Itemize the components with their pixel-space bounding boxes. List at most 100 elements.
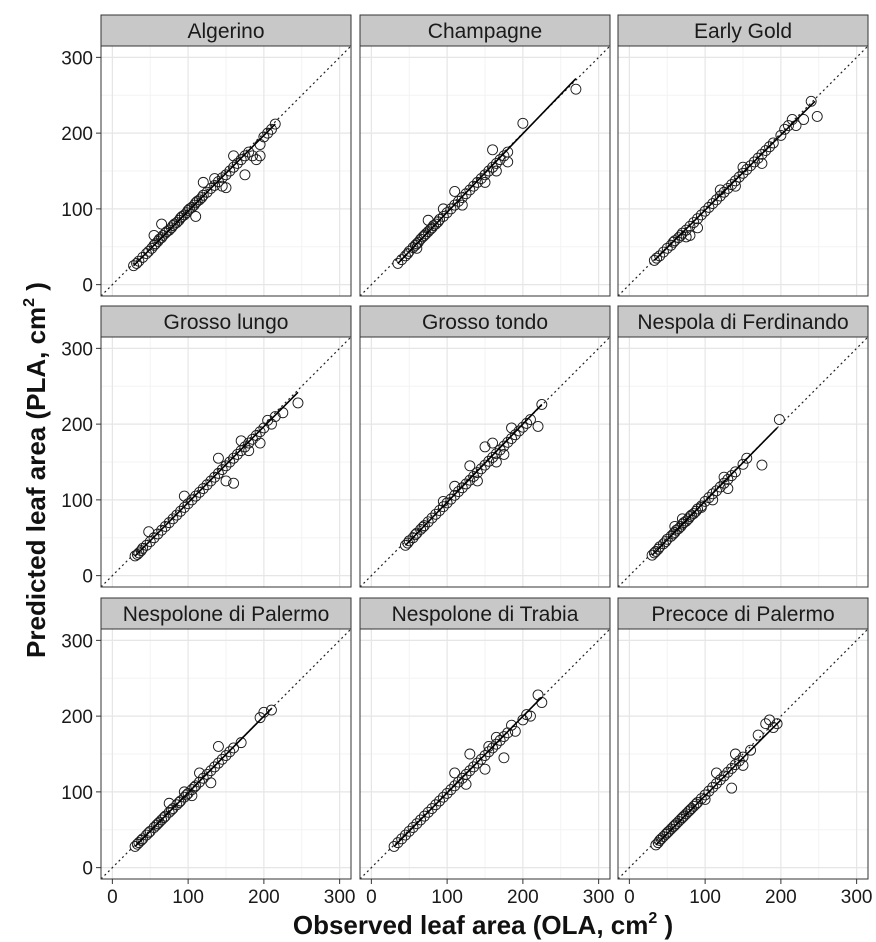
data-point bbox=[197, 176, 209, 188]
data-point bbox=[464, 474, 476, 486]
data-point bbox=[141, 829, 152, 841]
data-point bbox=[441, 207, 453, 219]
data-point bbox=[490, 165, 502, 177]
data-point bbox=[487, 437, 499, 449]
facet-strip-label: Grosso tondo bbox=[422, 311, 548, 334]
data-point bbox=[773, 414, 785, 426]
data-point bbox=[752, 729, 764, 741]
data-point bbox=[209, 471, 221, 483]
facet-panel: Nespolone di Palermo bbox=[100, 597, 352, 880]
data-point bbox=[418, 520, 430, 532]
data-point bbox=[684, 220, 696, 232]
data-point bbox=[468, 761, 480, 773]
data-point bbox=[741, 452, 753, 464]
data-point bbox=[212, 452, 224, 464]
data-point bbox=[186, 784, 198, 796]
x-tick-label: 200 bbox=[765, 887, 797, 908]
facet-strip-label: Nespolone di Palermo bbox=[123, 603, 330, 626]
x-tick-label: 100 bbox=[172, 887, 204, 908]
data-point bbox=[483, 165, 495, 177]
data-point bbox=[498, 731, 510, 743]
data-point bbox=[201, 186, 213, 198]
x-tick-label: 100 bbox=[431, 887, 463, 908]
data-point bbox=[654, 250, 666, 262]
data-point bbox=[756, 459, 768, 471]
facet-panel: Precoce di Palermo bbox=[617, 597, 869, 880]
data-point bbox=[143, 526, 155, 538]
data-point bbox=[243, 437, 255, 449]
data-point bbox=[190, 490, 202, 502]
data-point bbox=[479, 169, 491, 181]
data-point bbox=[133, 255, 145, 267]
x-axis-title: Observed leaf area (OLA, cm2 ) bbox=[293, 910, 673, 940]
data-point bbox=[722, 766, 734, 778]
data-point bbox=[669, 819, 681, 831]
data-point bbox=[133, 837, 145, 849]
data-point bbox=[194, 767, 205, 779]
data-point bbox=[449, 767, 461, 779]
y-tick-label: 100 bbox=[61, 491, 93, 512]
data-point bbox=[216, 464, 228, 476]
data-point bbox=[224, 456, 236, 468]
data-point bbox=[692, 213, 703, 225]
data-point bbox=[445, 203, 457, 215]
data-point bbox=[722, 483, 734, 494]
data-point bbox=[494, 734, 506, 746]
data-point bbox=[714, 774, 726, 786]
data-point bbox=[430, 508, 442, 520]
data-point bbox=[205, 777, 217, 789]
data-point bbox=[695, 793, 707, 805]
data-point bbox=[437, 203, 449, 215]
data-point bbox=[692, 797, 703, 808]
data-point bbox=[224, 746, 236, 758]
data-point bbox=[729, 759, 741, 771]
data-point bbox=[490, 456, 502, 468]
data-point bbox=[456, 199, 468, 211]
data-point bbox=[475, 463, 487, 475]
facet-strip-label: Nespolone di Trabia bbox=[392, 603, 579, 626]
y-tick-label: 100 bbox=[61, 783, 93, 804]
facet-strip-label: Early Gold bbox=[694, 20, 792, 43]
data-point bbox=[228, 150, 240, 162]
y-tick-label: 0 bbox=[82, 859, 93, 880]
data-point bbox=[445, 493, 457, 505]
data-point bbox=[525, 414, 536, 426]
data-point bbox=[449, 480, 461, 492]
data-point bbox=[212, 757, 224, 769]
data-point bbox=[228, 452, 240, 464]
panel-border bbox=[359, 336, 611, 588]
data-point bbox=[760, 145, 772, 156]
data-point bbox=[411, 818, 423, 830]
data-point bbox=[197, 189, 209, 201]
data-point bbox=[403, 535, 415, 547]
reference-line-1to1 bbox=[617, 628, 869, 880]
data-point bbox=[722, 182, 734, 194]
data-point bbox=[464, 748, 476, 760]
fit-line bbox=[393, 696, 543, 847]
data-point bbox=[509, 429, 521, 441]
data-point bbox=[475, 753, 487, 765]
data-point bbox=[737, 167, 749, 179]
x-tick-label: 100 bbox=[689, 887, 721, 908]
data-point bbox=[254, 150, 266, 162]
data-point bbox=[536, 398, 548, 410]
data-point bbox=[194, 486, 205, 498]
data-point bbox=[756, 157, 768, 169]
facet-panel: Algerino bbox=[100, 14, 352, 297]
fit-line bbox=[653, 100, 816, 261]
data-point bbox=[513, 425, 525, 437]
data-point bbox=[456, 192, 468, 203]
data-point bbox=[646, 549, 658, 561]
facet-panel: Nespola di Ferdinando bbox=[617, 305, 869, 588]
data-point bbox=[396, 833, 408, 845]
data-point bbox=[479, 750, 491, 761]
panel-border bbox=[100, 45, 352, 297]
data-point bbox=[205, 182, 217, 194]
data-point bbox=[506, 422, 517, 434]
data-point bbox=[464, 460, 476, 472]
fit-line bbox=[397, 78, 577, 264]
data-point bbox=[171, 509, 183, 521]
data-point bbox=[453, 195, 464, 207]
data-point bbox=[239, 150, 251, 162]
data-point bbox=[258, 131, 270, 143]
